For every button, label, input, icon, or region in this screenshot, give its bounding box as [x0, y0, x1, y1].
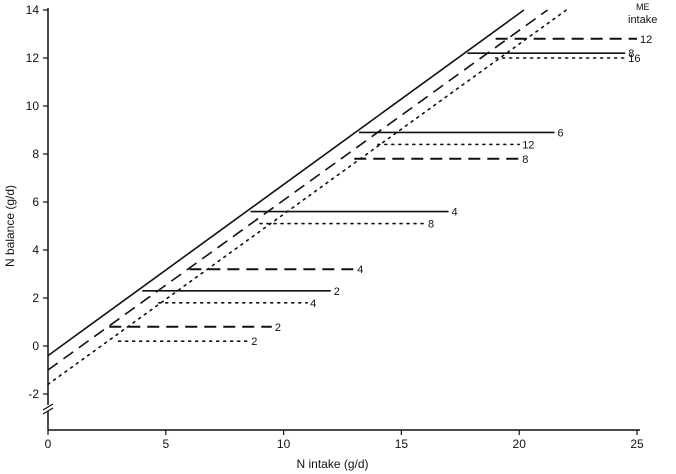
x-tick-label: 0: [45, 437, 52, 451]
y-axis-label: N balance (g/d): [3, 185, 17, 267]
y-tick-label: 10: [26, 99, 40, 113]
x-tick-label: 25: [630, 437, 644, 451]
series-dashed-end-label: 8: [522, 154, 528, 166]
legend-title-line-2: intake: [628, 14, 657, 26]
y-tick-label: 12: [26, 51, 40, 65]
y-tick-label: -2: [28, 387, 39, 401]
series-dashed-end-label: 12: [640, 34, 652, 46]
series-solid-end-label: 2: [334, 286, 340, 298]
y-tick-label: 8: [32, 147, 39, 161]
y-axis-break-gap: [43, 405, 53, 411]
series-dotted: 2 4 8 12 16: [47, 9, 640, 386]
series-dotted-diagonal: [47, 9, 568, 386]
axes: 0 5 10 15 20 25 -2 0 2 4 6 8 10 12 14 N intake (g/d) N b…: [3, 3, 644, 471]
y-tick-label: 4: [32, 243, 39, 257]
series-dotted-end-label: 8: [428, 219, 434, 231]
series-dotted-end-label: 2: [251, 336, 257, 348]
x-tick-label: 15: [395, 437, 409, 451]
series-dotted-end-label: 16: [628, 53, 640, 65]
legend: ME intake: [628, 2, 657, 26]
series-solid-end-label: 8: [628, 48, 634, 60]
y-axis-break-mark: [42, 403, 54, 411]
series-solid-diagonal: [47, 9, 525, 357]
y-tick-label: 14: [26, 3, 40, 17]
legend-title-line-1: ME: [636, 2, 650, 12]
series-solid-end-label: 6: [558, 127, 564, 139]
series-dotted-end-label: 12: [522, 139, 534, 151]
y-tick-label: 2: [32, 291, 39, 305]
x-axis-label: N intake (g/d): [296, 457, 368, 471]
y-tick-label: 0: [32, 339, 39, 353]
series-solid-end-label: 4: [452, 207, 458, 219]
series-dashed: 2 4 8 12: [47, 9, 652, 371]
series-dotted-end-label: 4: [310, 298, 316, 310]
y-axis-break-mark: [42, 407, 54, 415]
series-dashed-end-label: 2: [275, 322, 281, 334]
series-dashed-diagonal: [47, 9, 548, 371]
x-tick-label: 5: [162, 437, 169, 451]
x-tick-label: 20: [513, 437, 527, 451]
y-tick-label: 6: [32, 195, 39, 209]
series-dashed-end-label: 4: [357, 264, 363, 276]
series-solid: 2 4 6 8: [47, 9, 634, 357]
x-tick-label: 10: [277, 437, 291, 451]
